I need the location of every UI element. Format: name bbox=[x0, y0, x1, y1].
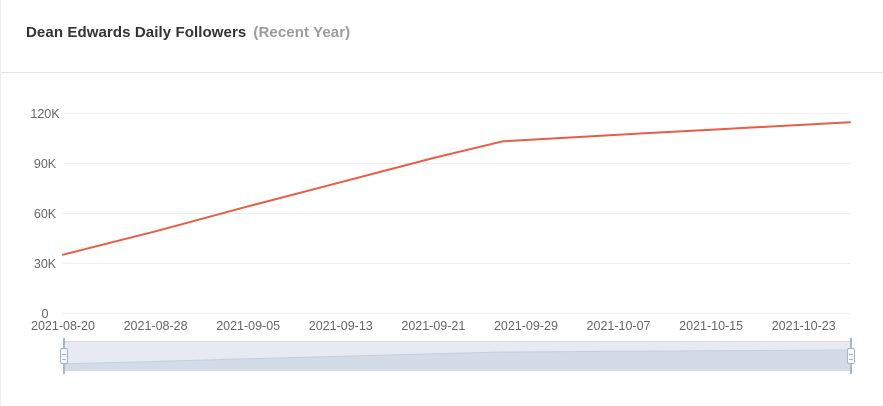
datazoom-right-handle[interactable] bbox=[847, 348, 855, 364]
header-divider bbox=[1, 72, 883, 73]
datazoom-slider[interactable] bbox=[60, 338, 855, 374]
x-tick-label: 2021-08-20 bbox=[31, 319, 95, 333]
datazoom-shadow-line bbox=[64, 349, 851, 365]
y-tick-label: 90K bbox=[34, 157, 57, 171]
datazoom-shadow-area bbox=[64, 350, 851, 370]
datazoom-data-shadow bbox=[64, 349, 851, 370]
page-subtitle: (Recent Year) bbox=[253, 24, 351, 41]
x-tick-label: 2021-09-21 bbox=[401, 319, 465, 333]
y-tick-label: 60K bbox=[34, 207, 57, 221]
x-tick-label: 2021-09-13 bbox=[309, 319, 373, 333]
page-title: Dean Edwards Daily Followers bbox=[26, 24, 247, 41]
y-tick-label: 120K bbox=[30, 107, 60, 121]
x-tick-label: 2021-09-05 bbox=[216, 319, 280, 333]
y-tick-label: 30K bbox=[34, 257, 57, 271]
datazoom-left-handle[interactable] bbox=[60, 348, 68, 364]
x-tick-label: 2021-10-07 bbox=[587, 319, 651, 333]
y-tick-label: 0 bbox=[42, 307, 49, 321]
handle-grip-icon bbox=[849, 354, 853, 360]
series-line bbox=[62, 121, 851, 256]
x-tick-label: 2021-10-23 bbox=[772, 319, 836, 333]
x-tick-label: 2021-10-15 bbox=[679, 319, 743, 333]
x-tick-label: 2021-08-28 bbox=[124, 319, 188, 333]
x-tick-label: 2021-09-29 bbox=[494, 319, 558, 333]
chart-header: Dean Edwards Daily Followers (Recent Year… bbox=[26, 24, 350, 41]
handle-grip-icon bbox=[62, 354, 66, 360]
